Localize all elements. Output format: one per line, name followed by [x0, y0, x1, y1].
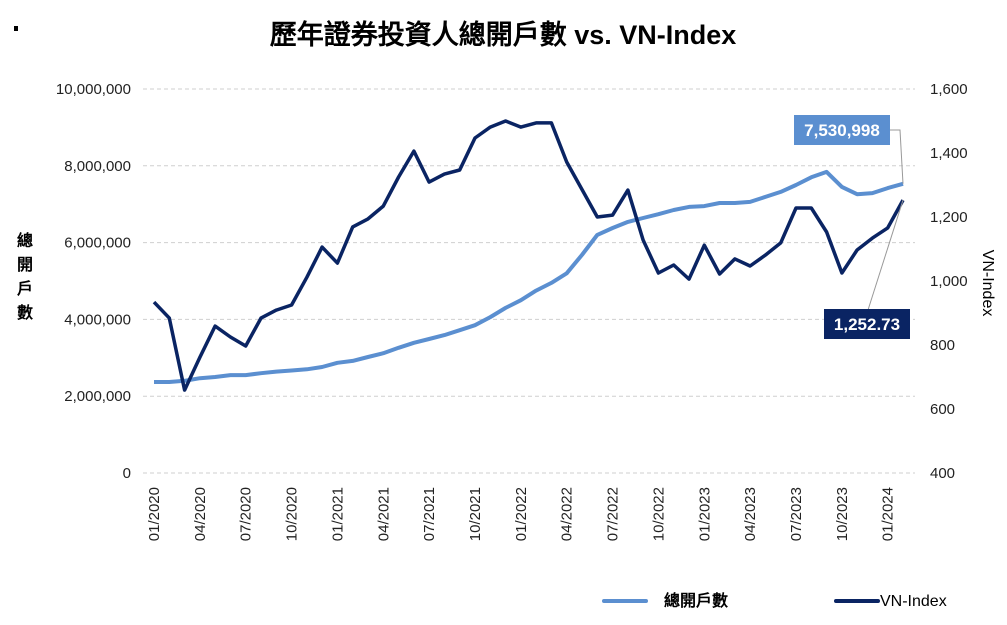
- end-label-box-accounts: [794, 115, 890, 145]
- left-axis-ticks: 0 2,000,000 4,000,000 6,000,000 8,000,000 10,…: [56, 81, 131, 482]
- x-tick-label: 07/2022: [605, 487, 622, 541]
- right-axis-label: VN-Index: [979, 250, 996, 317]
- end-label-accounts: 7,530,998: [804, 121, 880, 140]
- x-tick-label: 04/2020: [192, 487, 209, 541]
- right-tick-label: 600: [930, 401, 955, 418]
- left-tick-label: 10,000,000: [56, 81, 131, 98]
- left-axis-label-char: 數: [17, 303, 33, 322]
- end-labels: 7,530,998 1,252.73: [794, 115, 910, 339]
- x-axis-ticks: 01/2020 04/2020 07/2020 10/2020 01/2021 04/20…: [146, 487, 897, 541]
- gridlines: [143, 88, 915, 474]
- corner-mark: [14, 26, 18, 31]
- legend-label-vnindex: VN-Index: [880, 593, 947, 610]
- left-axis-label-char: 開: [17, 256, 33, 274]
- x-tick-label: 01/2022: [513, 487, 530, 541]
- right-tick-label: 800: [930, 337, 955, 354]
- left-tick-label: 0: [123, 465, 131, 482]
- leader-line-vnindex: [867, 199, 904, 311]
- right-tick-label: 1,200: [930, 209, 968, 226]
- x-tick-label: 01/2023: [696, 487, 713, 541]
- x-tick-label: 01/2021: [329, 487, 346, 541]
- chart-title: 歷年證券投資人總開戶數 vs. VN-Index: [270, 19, 737, 50]
- left-axis-label: 總開戶數: [17, 231, 33, 322]
- left-tick-label: 4,000,000: [64, 311, 131, 328]
- x-tick-label: 04/2022: [559, 487, 576, 541]
- series-line-accounts: [154, 169, 904, 384]
- left-axis-label-char: 戶: [17, 279, 33, 298]
- left-tick-label: 2,000,000: [64, 388, 131, 405]
- x-tick-label: 07/2020: [238, 487, 255, 541]
- leader-line-accounts: [890, 129, 904, 184]
- right-tick-label: 1,000: [930, 273, 968, 290]
- x-tick-label: 10/2023: [834, 487, 851, 541]
- x-tick-label: 04/2023: [742, 487, 759, 541]
- x-tick-label: 07/2021: [421, 487, 438, 541]
- left-tick-label: 6,000,000: [64, 235, 131, 252]
- right-axis-ticks: 400 600 800 1,000 1,200 1,400 1,600: [930, 81, 968, 482]
- x-tick-label: 01/2024: [880, 487, 897, 541]
- left-tick-label: 8,000,000: [64, 158, 131, 175]
- right-tick-label: 400: [930, 465, 955, 482]
- right-tick-label: 1,400: [930, 145, 968, 162]
- x-tick-label: 01/2020: [146, 487, 163, 541]
- x-tick-label: 10/2022: [650, 487, 667, 541]
- legend-label-accounts: 總開戶數: [664, 591, 728, 610]
- x-tick-label: 04/2021: [375, 487, 392, 541]
- left-axis-label-char: 總: [17, 231, 33, 250]
- right-tick-label: 1,600: [930, 81, 968, 98]
- x-tick-label: 10/2020: [284, 487, 301, 541]
- legend: 總開戶數 VN-Index: [602, 591, 947, 610]
- x-tick-label: 10/2021: [467, 487, 484, 541]
- x-tick-label: 07/2023: [788, 487, 805, 541]
- end-label-vnindex: 1,252.73: [834, 315, 900, 334]
- series-lines: [152, 119, 905, 392]
- end-label-box-vnindex: [824, 309, 910, 339]
- series-line-vnindex: [152, 119, 905, 392]
